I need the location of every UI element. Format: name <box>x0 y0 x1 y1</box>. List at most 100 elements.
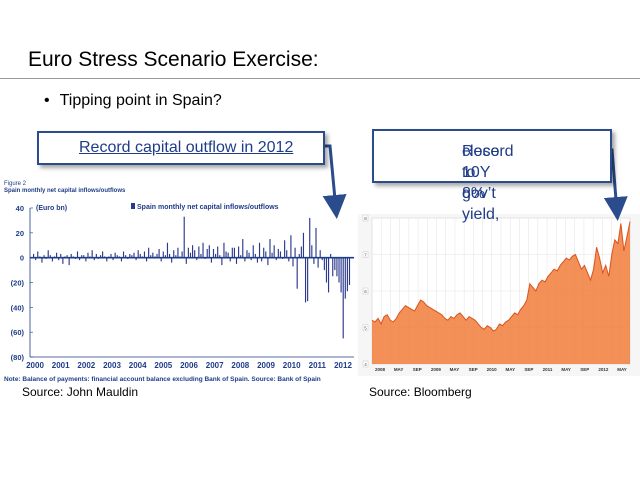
bar <box>137 250 139 258</box>
y-tick-label: 7 <box>364 253 367 258</box>
bar <box>181 251 183 258</box>
bar <box>327 257 330 293</box>
bar <box>122 251 125 258</box>
bar <box>311 245 313 258</box>
bar <box>106 257 108 262</box>
bar <box>342 257 344 339</box>
bar <box>114 252 116 258</box>
x-tick-label: 2004 <box>129 361 147 370</box>
bar <box>304 257 307 303</box>
bar <box>202 242 204 258</box>
bar <box>68 257 70 266</box>
bar <box>116 255 118 258</box>
bar <box>319 250 321 258</box>
bar <box>76 251 79 258</box>
bar <box>58 257 60 261</box>
bar <box>37 251 39 258</box>
bar <box>309 217 311 258</box>
x-tick-label: 2008 <box>231 361 249 370</box>
bar <box>110 253 112 258</box>
slide-title: Euro Stress Scenario Exercise: <box>28 48 319 71</box>
bar <box>321 257 323 261</box>
y-tick-label: (40) <box>11 303 25 312</box>
bar <box>208 245 210 258</box>
bar <box>120 257 123 262</box>
x-tick-label: 2011 <box>543 367 553 372</box>
bar <box>223 242 225 258</box>
bar <box>129 253 131 258</box>
bar <box>112 257 114 261</box>
bar <box>240 255 242 258</box>
bar <box>265 251 267 258</box>
x-tick-label: 2012 <box>334 361 352 370</box>
y-tick-box <box>362 324 369 331</box>
callout-capital-outflow: Record capital outflow in 2012 <box>37 131 325 165</box>
bar <box>290 235 292 258</box>
bar <box>238 246 240 258</box>
title-divider <box>0 78 640 79</box>
callout-right-line2: close to 8% <box>462 143 500 202</box>
bar <box>279 251 282 258</box>
bar <box>43 255 45 258</box>
bar <box>164 255 166 258</box>
bar <box>66 255 68 258</box>
y-tick-label: 20 <box>16 229 24 238</box>
bar <box>256 257 259 263</box>
bar <box>133 252 135 258</box>
bar <box>225 251 227 258</box>
bar <box>192 245 194 258</box>
bar <box>156 253 158 258</box>
bar <box>235 257 238 264</box>
y-tick-box <box>362 251 369 258</box>
bar <box>148 247 150 258</box>
bar <box>83 255 85 258</box>
bar <box>56 252 58 258</box>
bar <box>348 257 351 285</box>
bar <box>145 257 148 262</box>
y-tick-label: 0 <box>20 254 24 263</box>
bar <box>93 257 95 261</box>
bullet-text: Tipping point in Spain? <box>59 92 222 109</box>
x-tick-label: 2012 <box>598 367 609 372</box>
x-tick-label: 2002 <box>77 361 95 370</box>
x-tick-label: 2008 <box>375 367 386 372</box>
callout-right-line1: Record 10Y gov’t yield, <box>462 143 514 223</box>
legend-swatch <box>131 203 135 209</box>
bar <box>248 252 250 258</box>
bar <box>79 257 81 261</box>
bar <box>244 257 246 262</box>
yield-area <box>372 221 630 364</box>
x-tick-label: 2003 <box>103 361 121 370</box>
bar <box>33 253 35 258</box>
source-right: Source: Bloomberg <box>369 385 472 399</box>
bar <box>346 257 348 292</box>
bar <box>60 253 62 258</box>
bar <box>131 255 133 258</box>
bar <box>135 257 137 261</box>
bar <box>171 257 173 263</box>
x-tick-label: MAY <box>450 367 460 372</box>
bar <box>81 255 83 258</box>
x-tick-label: SEP <box>580 367 589 372</box>
bar <box>150 255 152 258</box>
bar <box>273 245 275 258</box>
bar <box>313 257 315 264</box>
callout-yield: Record 10Y gov’t yield, close to 8% <box>372 129 612 223</box>
y-tick-label: (80) <box>11 353 25 362</box>
y-tick-box <box>362 214 369 222</box>
bar <box>233 247 235 258</box>
y-tick-label: 40 <box>16 204 24 213</box>
x-tick-label: 2001 <box>52 361 70 370</box>
bar <box>41 257 43 263</box>
bar <box>325 257 328 283</box>
bar <box>185 257 187 264</box>
bar <box>258 242 261 258</box>
bar <box>70 253 72 258</box>
bar <box>125 255 127 258</box>
x-tick-label: 2011 <box>309 361 327 370</box>
bar <box>168 253 171 258</box>
x-tick-label: SEP <box>524 367 533 372</box>
bar <box>212 248 215 258</box>
